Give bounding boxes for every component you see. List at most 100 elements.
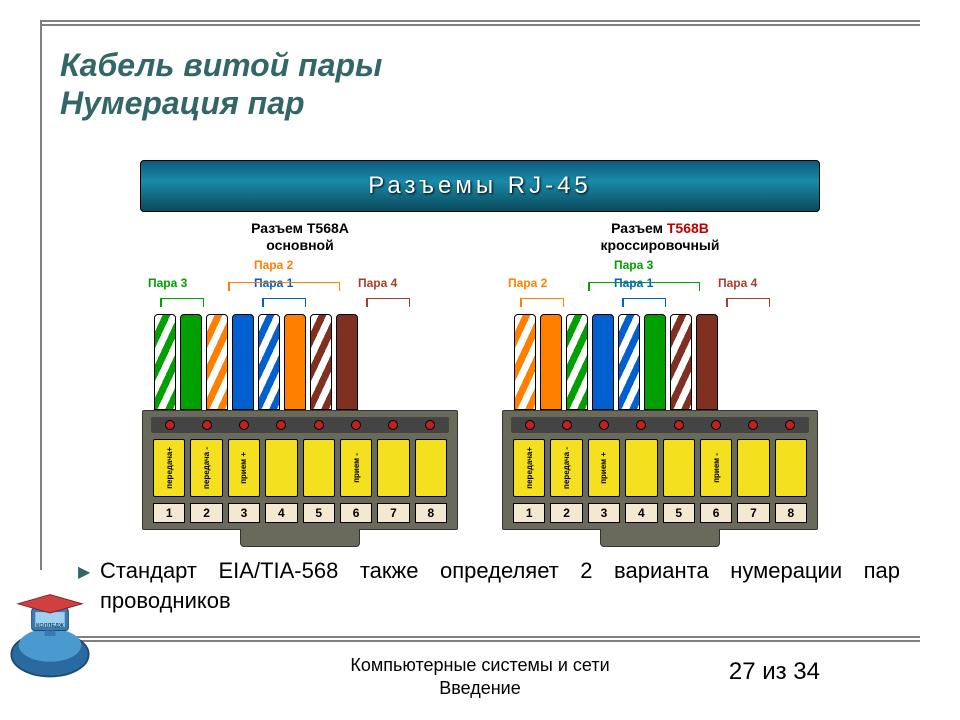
bracket <box>366 298 410 306</box>
connectors-row: Разъем T568AосновнойПара 3Пара 1Пара 2Па… <box>140 220 820 530</box>
pin <box>663 439 695 497</box>
pin <box>415 439 447 497</box>
contact-dot <box>388 420 398 430</box>
contact-dot <box>711 420 721 430</box>
pin-label: передача - <box>202 447 211 489</box>
wire <box>154 314 176 410</box>
pair-label: Пара 4 <box>358 276 397 290</box>
pins: передача+ передача - прием + прием - <box>153 439 447 497</box>
slide-title: Кабель витой пары Нумерация пар <box>60 46 382 123</box>
title-line-2: Нумерация пар <box>60 84 382 122</box>
bottom-rule <box>40 636 920 638</box>
pin <box>265 439 297 497</box>
title-line-1: Кабель витой пары <box>60 46 382 84</box>
bracket <box>622 298 666 306</box>
wire <box>592 314 614 410</box>
bracket <box>726 298 770 306</box>
bullet-icon: ▶ <box>78 562 90 582</box>
banner: Разъемы RJ-45 <box>140 160 820 212</box>
pin-numbers: 12345678 <box>153 503 447 523</box>
pair-label: Пара 4 <box>718 276 757 290</box>
pair-label: Пара 3 <box>614 258 653 272</box>
vertical-rule <box>40 20 42 570</box>
pair-label: Пара 2 <box>254 258 293 272</box>
pin: передача - <box>550 439 582 497</box>
contact-dot <box>165 420 175 430</box>
connector-title: Разъем T568Bкроссировочный <box>500 220 820 254</box>
wires <box>500 314 820 410</box>
pin-label: передача - <box>562 447 571 489</box>
wire <box>618 314 640 410</box>
pins: передача+передача -прием +прием - <box>513 439 807 497</box>
pin-number: 1 <box>153 503 185 523</box>
svg-text:КОЛЛЕДЖ: КОЛЛЕДЖ <box>36 623 65 629</box>
body-text: Стандарт EIA/TIA-568 также определяет 2 … <box>100 556 900 615</box>
bracket <box>228 282 340 290</box>
contact-dot <box>314 420 324 430</box>
wire <box>310 314 332 410</box>
contact-dot <box>351 420 361 430</box>
pin-label: передача+ <box>525 447 534 489</box>
pin-number: 1 <box>513 503 545 523</box>
brackets <box>140 296 460 314</box>
bracket <box>262 298 306 306</box>
pin-number: 2 <box>550 503 582 523</box>
connector: Разъем T568AосновнойПара 3Пара 1Пара 2Па… <box>140 220 460 530</box>
pin-label: прием + <box>599 452 608 484</box>
wire <box>336 314 358 410</box>
top-rule <box>40 20 920 22</box>
bracket <box>588 282 700 290</box>
pin-number: 4 <box>625 503 657 523</box>
pin: передача+ <box>153 439 185 497</box>
pin-number: 7 <box>377 503 409 523</box>
wire <box>566 314 588 410</box>
pin-numbers: 12345678 <box>513 503 807 523</box>
wire <box>540 314 562 410</box>
wire <box>284 314 306 410</box>
wire <box>670 314 692 410</box>
pin-number: 3 <box>588 503 620 523</box>
pin-number: 7 <box>737 503 769 523</box>
pin <box>625 439 657 497</box>
wires <box>140 314 460 410</box>
connector: Разъем T568BкроссировочныйПара 2Пара 1Па… <box>500 220 820 530</box>
contact-dot <box>239 420 249 430</box>
pin-label: передача+ <box>165 447 174 489</box>
pin: передача - <box>190 439 222 497</box>
pin-number: 6 <box>700 503 732 523</box>
pin-number: 3 <box>228 503 260 523</box>
wire <box>514 314 536 410</box>
contact-dot <box>202 420 212 430</box>
pin: прием + <box>228 439 260 497</box>
wire <box>232 314 254 410</box>
pin-label: прием + <box>239 452 248 484</box>
college-logo: КОЛЛЕДЖ <box>4 590 96 682</box>
pin-label: прием - <box>352 453 361 483</box>
wire <box>180 314 202 410</box>
page-counter: 27 из 34 <box>729 658 820 686</box>
rj45-plug: передача+ передача - прием + прием - 1234567… <box>142 410 458 530</box>
plug-notch <box>240 529 360 547</box>
contact-dot <box>525 420 535 430</box>
rj45-plug: передача+передача -прием +прием -1234567… <box>502 410 818 530</box>
pin-number: 8 <box>775 503 807 523</box>
contact-dot <box>748 420 758 430</box>
pin-number: 6 <box>340 503 372 523</box>
pin <box>737 439 769 497</box>
wire <box>644 314 666 410</box>
wire <box>696 314 718 410</box>
bracket <box>520 298 564 306</box>
pin-number: 4 <box>265 503 297 523</box>
pin: передача+ <box>513 439 545 497</box>
contact-dot <box>562 420 572 430</box>
contact-dot <box>674 420 684 430</box>
pin-number: 2 <box>190 503 222 523</box>
pin-number: 8 <box>415 503 447 523</box>
bracket <box>160 298 204 306</box>
pin <box>775 439 807 497</box>
pin <box>303 439 335 497</box>
plug-notch <box>600 529 720 547</box>
contact-dot <box>636 420 646 430</box>
brackets <box>500 296 820 314</box>
wire <box>258 314 280 410</box>
